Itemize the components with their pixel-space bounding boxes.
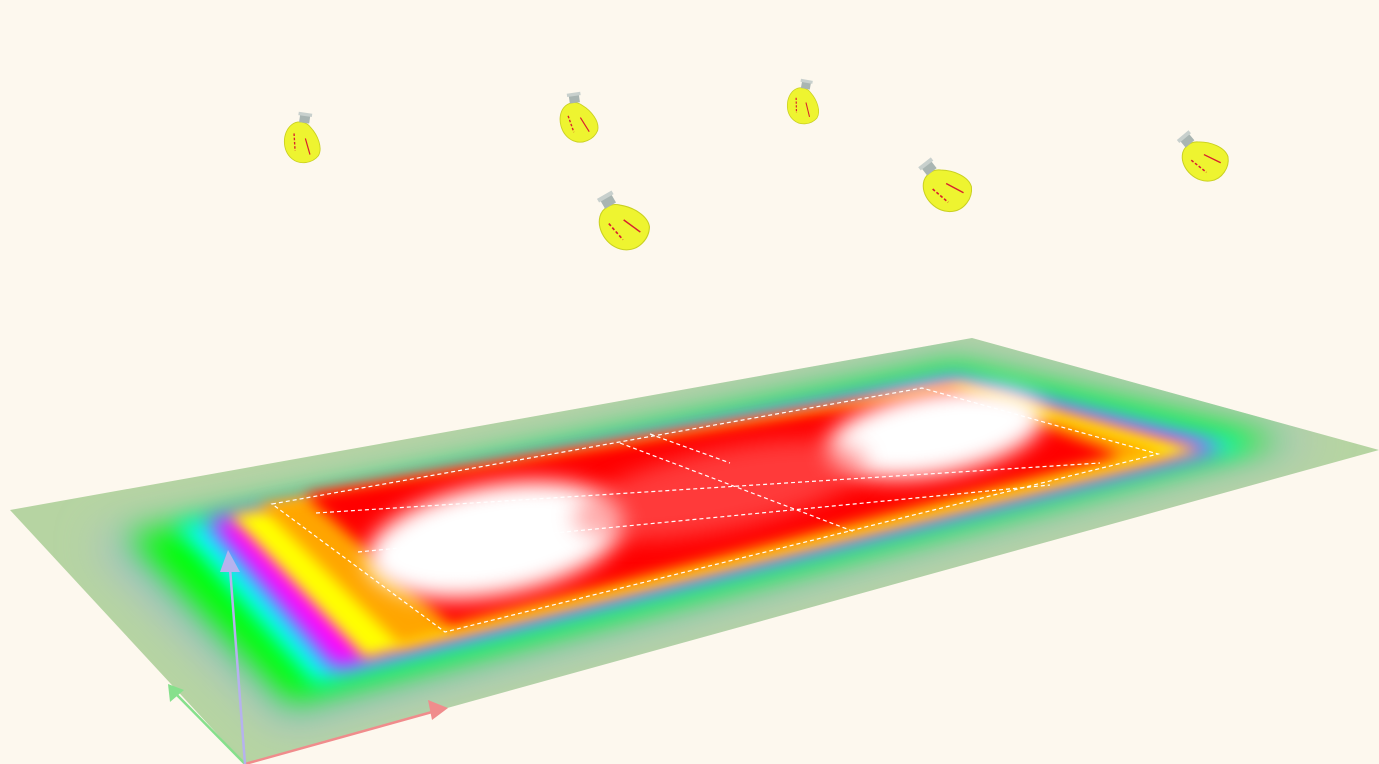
- field-midglow: [573, 439, 867, 541]
- field-hotspot-left: [366, 481, 624, 599]
- axes-gizmo[interactable]: [168, 550, 448, 764]
- luminaire-group[interactable]: [282, 77, 1236, 259]
- luminaire-1[interactable]: [282, 110, 325, 165]
- court-short-line: [649, 433, 731, 464]
- court-long-line-2: [357, 484, 1051, 553]
- floodlight-icon: [283, 111, 321, 164]
- floodlight-icon: [596, 190, 650, 251]
- luminaire-3[interactable]: [784, 77, 824, 126]
- y-axis-arrow: [168, 684, 184, 702]
- floodlight-icon: [1176, 130, 1229, 182]
- x-axis-arrow: [428, 700, 448, 720]
- x-axis-line: [244, 710, 433, 764]
- y-axis-line: [175, 693, 246, 764]
- floodlight-icon: [918, 157, 972, 212]
- luminaire-5[interactable]: [909, 148, 979, 221]
- calculation-plane[interactable]: [10, 338, 1379, 764]
- court-lines: [270, 387, 1161, 633]
- z-axis-line: [228, 567, 247, 764]
- floodlight-icon: [559, 91, 599, 143]
- luminaire-6[interactable]: [1168, 121, 1235, 190]
- luminaire-2[interactable]: [556, 90, 599, 145]
- court-long-line: [315, 462, 1101, 514]
- z-axis-arrow: [220, 550, 240, 572]
- illuminance-field: [95, 355, 1320, 725]
- court-outline: [270, 387, 1161, 633]
- luminaire-4[interactable]: [586, 183, 656, 259]
- floodlight-icon: [786, 78, 820, 125]
- field-hotspot-right: [826, 387, 1044, 479]
